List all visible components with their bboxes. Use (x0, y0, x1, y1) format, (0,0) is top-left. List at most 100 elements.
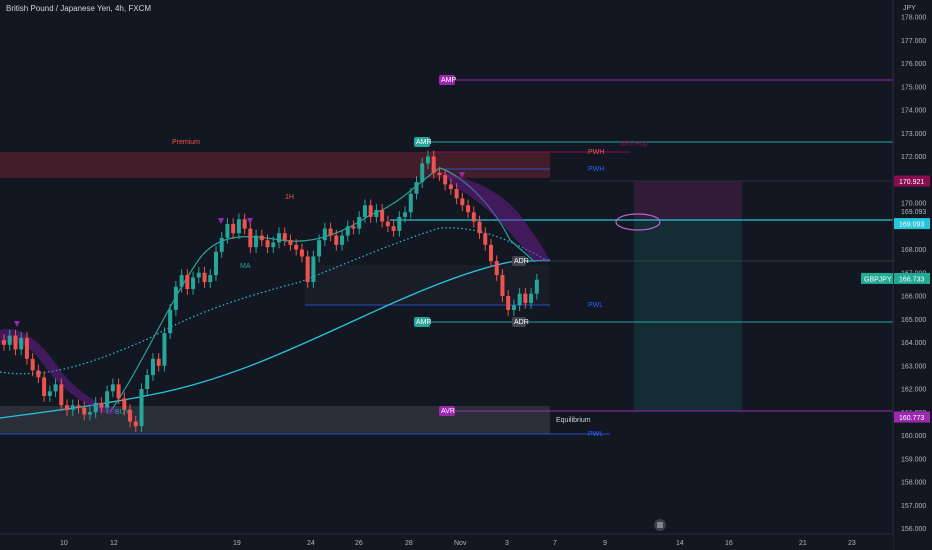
price-tag-value: 166.733 (899, 276, 924, 283)
candle-body (322, 228, 327, 241)
candle-body (7, 335, 12, 345)
d1-label: 1H (285, 194, 294, 201)
time-tick-label: Nov (454, 540, 467, 547)
candle-body (128, 409, 133, 422)
time-tick-label: 7 (553, 540, 557, 547)
time-tick-label: 10 (60, 540, 68, 547)
candle-body (236, 219, 241, 234)
candle-body (311, 256, 316, 283)
candle-body (523, 293, 528, 303)
candle-body (305, 256, 310, 283)
candle-body (150, 358, 155, 376)
pml-label: PWL (588, 431, 603, 438)
candle-body (345, 226, 350, 236)
candle-body (357, 216, 362, 229)
price-tick-label: 178.000 (901, 15, 926, 22)
highlight-ellipse (615, 213, 661, 231)
price-tick-label: 160.000 (901, 433, 926, 440)
price-tick-label: 162.000 (901, 387, 926, 394)
candle-body (431, 156, 436, 173)
candle-body (65, 405, 70, 410)
premium-label: Premium (172, 139, 200, 146)
candle-body (122, 398, 127, 410)
event-icon-inner (657, 522, 663, 528)
time-axis-panel (0, 534, 893, 550)
candle-body (529, 293, 534, 303)
candle-body (105, 391, 110, 408)
candle-body (403, 212, 408, 217)
tag-amr-low: AMR (414, 317, 432, 327)
candle-body (93, 402, 98, 413)
candle-body (24, 337, 29, 359)
candle-body (202, 272, 207, 283)
ma-slow (0, 259, 551, 419)
price-tag: 160.773 (894, 411, 930, 423)
price-tick-label: 172.000 (901, 154, 926, 161)
candle-body (219, 237, 224, 252)
candle-body (196, 272, 201, 278)
candle-body (488, 244, 493, 262)
candle-body (483, 233, 488, 245)
price-tag: 166.733 GBPJPY (861, 272, 930, 284)
candle-body (87, 412, 92, 415)
candle-body (391, 226, 396, 231)
candle-body (420, 163, 425, 183)
time-tick-label: 28 (405, 540, 413, 547)
price-tick-label: 168.000 (901, 247, 926, 254)
price-tag-value: 170.921 (899, 179, 924, 186)
candle-body (511, 305, 516, 310)
small-price-label: 169.093 (901, 209, 926, 216)
d2-label: MA (240, 263, 251, 270)
candle-body (82, 407, 87, 415)
symbol-tag-label: GBPJPY (864, 276, 892, 283)
candle-body (437, 172, 442, 176)
candle-body (477, 221, 482, 234)
chart-title: British Pound / Japanese Yen, 4h, FXCM (6, 4, 151, 13)
candle-body (36, 370, 41, 378)
amp-label: AMP (441, 77, 457, 84)
candle-body (2, 340, 7, 345)
candle-body (299, 249, 304, 257)
amr-label: AMR (416, 139, 432, 146)
ma-cloud (440, 172, 550, 262)
candle-body (368, 205, 373, 217)
price-tag-value: 169.093 (899, 222, 924, 229)
candle-body (425, 156, 430, 164)
price-tick-label: 165.000 (901, 317, 926, 324)
candle-body (265, 240, 270, 248)
candle-body (534, 279, 539, 294)
time-axis-ticks: 10 12 19 24 26 28 Nov 3 7 9 14 16 21 23 (60, 540, 856, 547)
candle-body (185, 275, 190, 290)
candle-body (259, 235, 264, 241)
candle-body (162, 333, 167, 366)
candle-body (294, 244, 299, 250)
candle-body (380, 209, 385, 222)
candle-body (282, 233, 287, 241)
price-tick-label: 176.000 (901, 61, 926, 68)
candle-body (179, 275, 184, 287)
sell-marker-4 (247, 218, 253, 224)
candle-body (328, 228, 333, 236)
price-tick-label: 159.000 (901, 456, 926, 463)
sell-marker-2 (218, 218, 224, 224)
candle-body (506, 296, 511, 310)
mitigation-label: Mini Hop (620, 141, 648, 148)
candle-body (500, 275, 505, 296)
ma-cloud-left (0, 329, 120, 415)
candle-body (374, 209, 379, 217)
adr-label: ADR (514, 258, 529, 265)
time-tick-label: 24 (307, 540, 315, 547)
adr-low-label: ADR (514, 319, 529, 326)
tag-amp: AMP (439, 75, 457, 85)
pwl-label: PWL (588, 302, 603, 309)
price-tick-label: 175.000 (901, 84, 926, 91)
pwh2-label: PWH (588, 166, 604, 173)
candle-body (385, 221, 390, 227)
price-axis-tags: 170.921 169.093 166.733 GBPJPY 160.773 (861, 175, 930, 423)
candle-body (443, 175, 448, 185)
candle-body (248, 228, 253, 248)
candle-body (340, 235, 345, 245)
premium-zone (0, 152, 550, 178)
candle-body (139, 389, 144, 427)
